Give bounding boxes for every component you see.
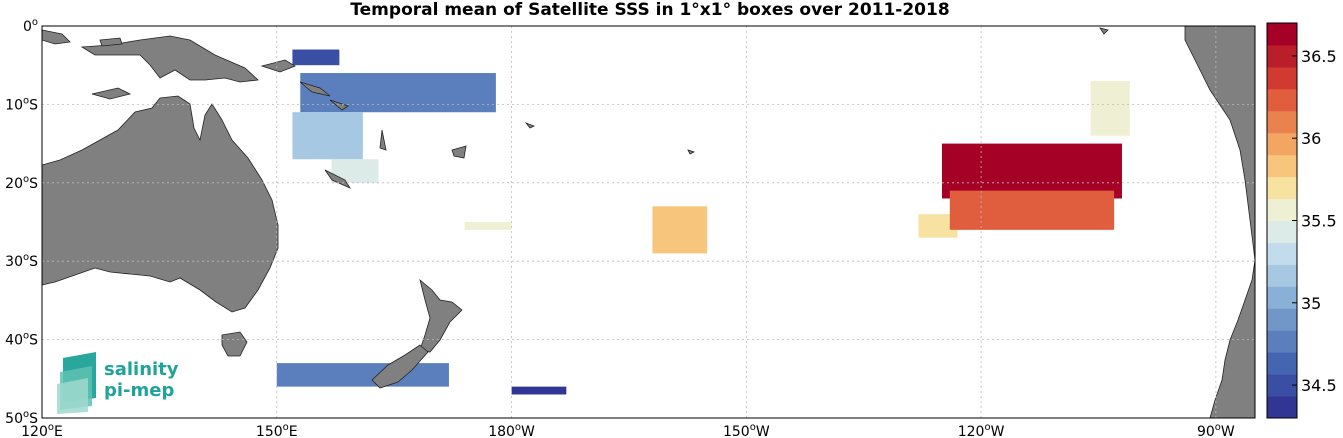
lat-tick-label: 0o [23,17,38,35]
colorbar-swatch [1267,220,1297,243]
land-tasmania [221,331,248,357]
colorbar-swatch [1267,198,1297,221]
colorbar-tick-label: 36 [1301,129,1321,148]
longitude-ticks: 120oE 150oE 180oW 150oW 120oW 90oW [21,422,1235,438]
land-new-guinea [80,35,259,83]
colorbar-swatch [1267,88,1297,112]
lon-tick-label: 150oW [723,422,770,438]
land-timor [91,87,132,100]
salinity-pi-mep-logo: salinity pi-mep [57,352,179,414]
salinity-cell [464,222,512,230]
lat-tick-label: 30oS [5,252,38,270]
lon-tick-label: 90oW [1197,422,1235,438]
lat-tick-label: 50oS [5,409,38,427]
land-seram [99,37,123,47]
land-islet-1 [524,122,535,129]
colorbar-ticks: 34.5 35 35.5 36 36.5 [1292,47,1337,395]
salinity-cell [292,112,363,160]
logo-mark-icon [57,352,96,414]
plot-frame [41,25,1256,419]
colorbar-swatch [1267,110,1297,134]
lat-tick-label: 20oS [5,174,38,192]
land [42,26,1255,418]
land-south-america [1184,26,1255,418]
lon-tick-label: 150oE [256,422,298,438]
colorbar-swatch [1267,44,1297,68]
land-new-caledonia [324,169,352,189]
salinity-cell [300,73,496,113]
colorbar-swatch [1267,176,1297,200]
map-title: Temporal mean of Satellite SSS in 1°x1° … [350,0,950,20]
colorbar-swatch [1267,286,1297,309]
salinity-cell [918,214,958,238]
land-new-britain [260,59,296,73]
salinity-cells [276,49,1130,395]
salinity-cell [1090,80,1130,136]
lat-tick-label: 10oS [5,95,38,113]
land-nz-south [371,344,429,389]
colorbar-swatch [1267,154,1297,178]
lon-tick-label: 120oE [21,422,63,438]
land-vanuatu [379,129,387,151]
land-fiji [451,145,467,159]
colorbar-tick-label: 36.5 [1301,47,1337,66]
lon-tick-label: 180oW [488,422,535,438]
colorbar-swatch [1267,330,1297,353]
colorbar-swatch [1267,132,1297,156]
logo-line2: pi-mep [104,380,174,401]
lon-tick-label: 120oW [958,422,1005,438]
latitude-ticks: 0o 10oS 20oS 30oS 40oS 50oS [5,17,38,427]
salinity-cell [949,190,1115,230]
salinity-cell [652,206,708,254]
colorbar-tick-label: 35 [1301,294,1321,313]
colorbar-swatch [1267,396,1297,419]
colorbar-swatch [1267,308,1297,331]
colorbar-swatch [1267,264,1297,287]
colorbar-swatch [1267,23,1297,46]
colorbar-swatch [1267,66,1297,90]
land-islands-west [42,29,71,45]
colorbar-swatch [1267,242,1297,265]
colorbar-swatch [1267,374,1297,397]
colorbar-tick-label: 35.5 [1301,212,1337,231]
land-solomons [299,81,331,97]
salinity-cell [292,49,340,66]
colorbar-swatch [1267,352,1297,375]
lat-tick-label: 40oS [5,331,38,349]
salinity-cell [331,159,379,183]
land-islet-2 [687,149,696,155]
salinity-cell [276,363,449,387]
salinity-cell [511,386,567,395]
land-islet-3 [1099,27,1109,35]
logo-line1: salinity [104,359,179,380]
salinity-cell [941,143,1122,199]
grid-lines [42,26,1255,418]
colorbar-tick-label: 34.5 [1301,376,1337,395]
colorbar [1266,22,1298,419]
land-australia [42,95,279,313]
land-solomons-2 [329,99,349,111]
land-nz-north [419,278,463,353]
